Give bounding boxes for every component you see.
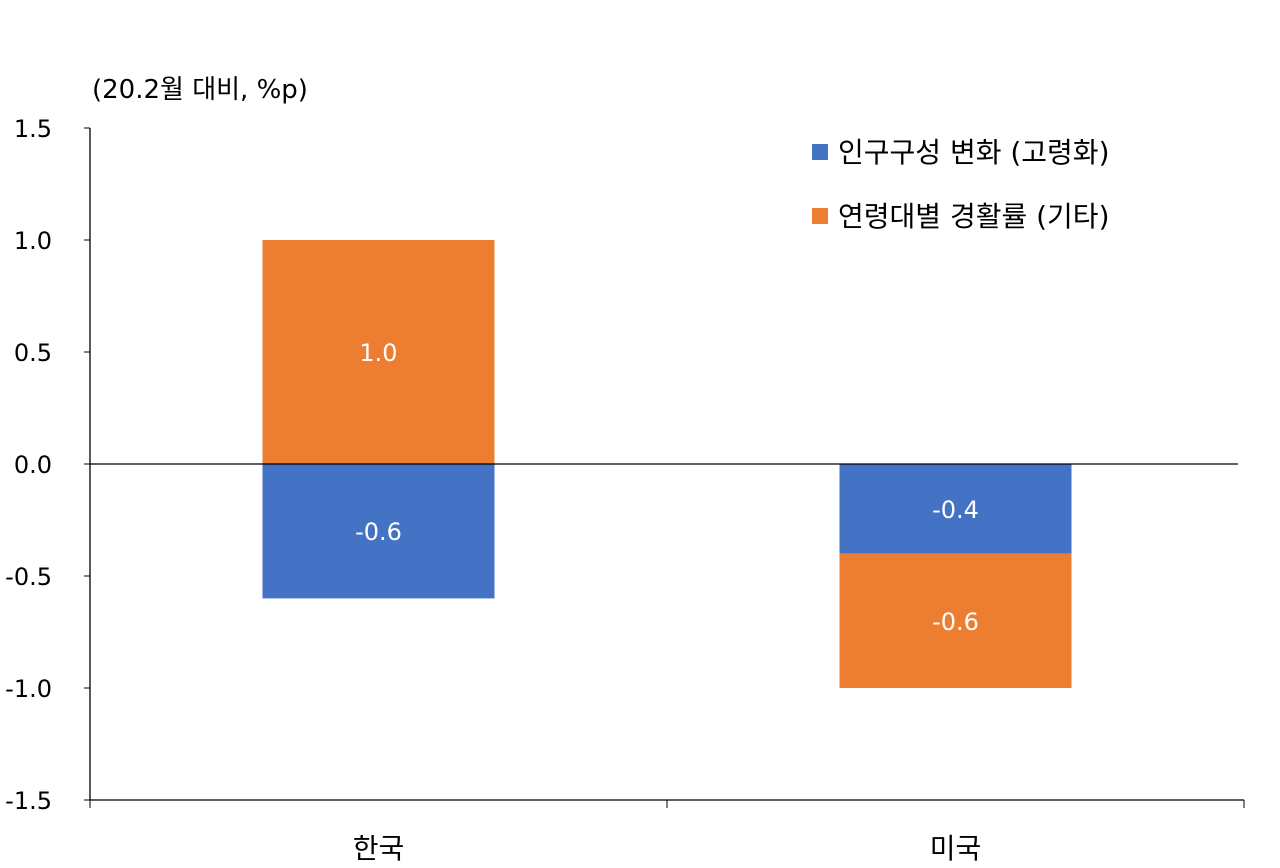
legend-swatch — [812, 144, 828, 160]
legend-label: 연령대별 경활률 (기타) — [838, 200, 1110, 233]
bar-segment — [839, 553, 1072, 688]
x-axis: 한국 미국 — [89, 799, 1245, 865]
bar-segment — [262, 464, 495, 599]
legend: 인구구성 변화 (고령화) 연령대별 경활률 (기타) — [812, 136, 1110, 233]
unit-label: (20.2월 대비, %p) — [92, 75, 308, 105]
y-tick-label: 0.0 — [14, 451, 52, 479]
bar-data-label: -0.4 — [932, 496, 979, 524]
data-labels-group: -0.6 1.0 -0.4 -0.6 — [355, 339, 979, 636]
y-axis: 1.5 1.0 0.5 0.0 -0.5 -1.0 -1.5 — [5, 115, 91, 815]
bars-group — [90, 240, 1238, 688]
bar-data-label: 1.0 — [359, 339, 397, 367]
y-tick-label: 0.5 — [14, 339, 52, 367]
bar-data-label: -0.6 — [932, 608, 979, 636]
legend-swatch — [812, 208, 828, 224]
bar-segment — [262, 240, 495, 464]
y-tick-label: 1.5 — [14, 115, 52, 143]
y-tick-label: 1.0 — [14, 227, 52, 255]
x-category-label: 미국 — [930, 832, 982, 865]
bar-segment — [839, 464, 1072, 554]
x-category-label: 한국 — [353, 832, 405, 865]
bar-data-label: -0.6 — [355, 518, 402, 546]
y-tick-label: -1.5 — [5, 787, 52, 815]
legend-label: 인구구성 변화 (고령화) — [838, 136, 1110, 169]
y-tick-label: -1.0 — [5, 675, 52, 703]
y-tick-label: -0.5 — [5, 563, 52, 591]
